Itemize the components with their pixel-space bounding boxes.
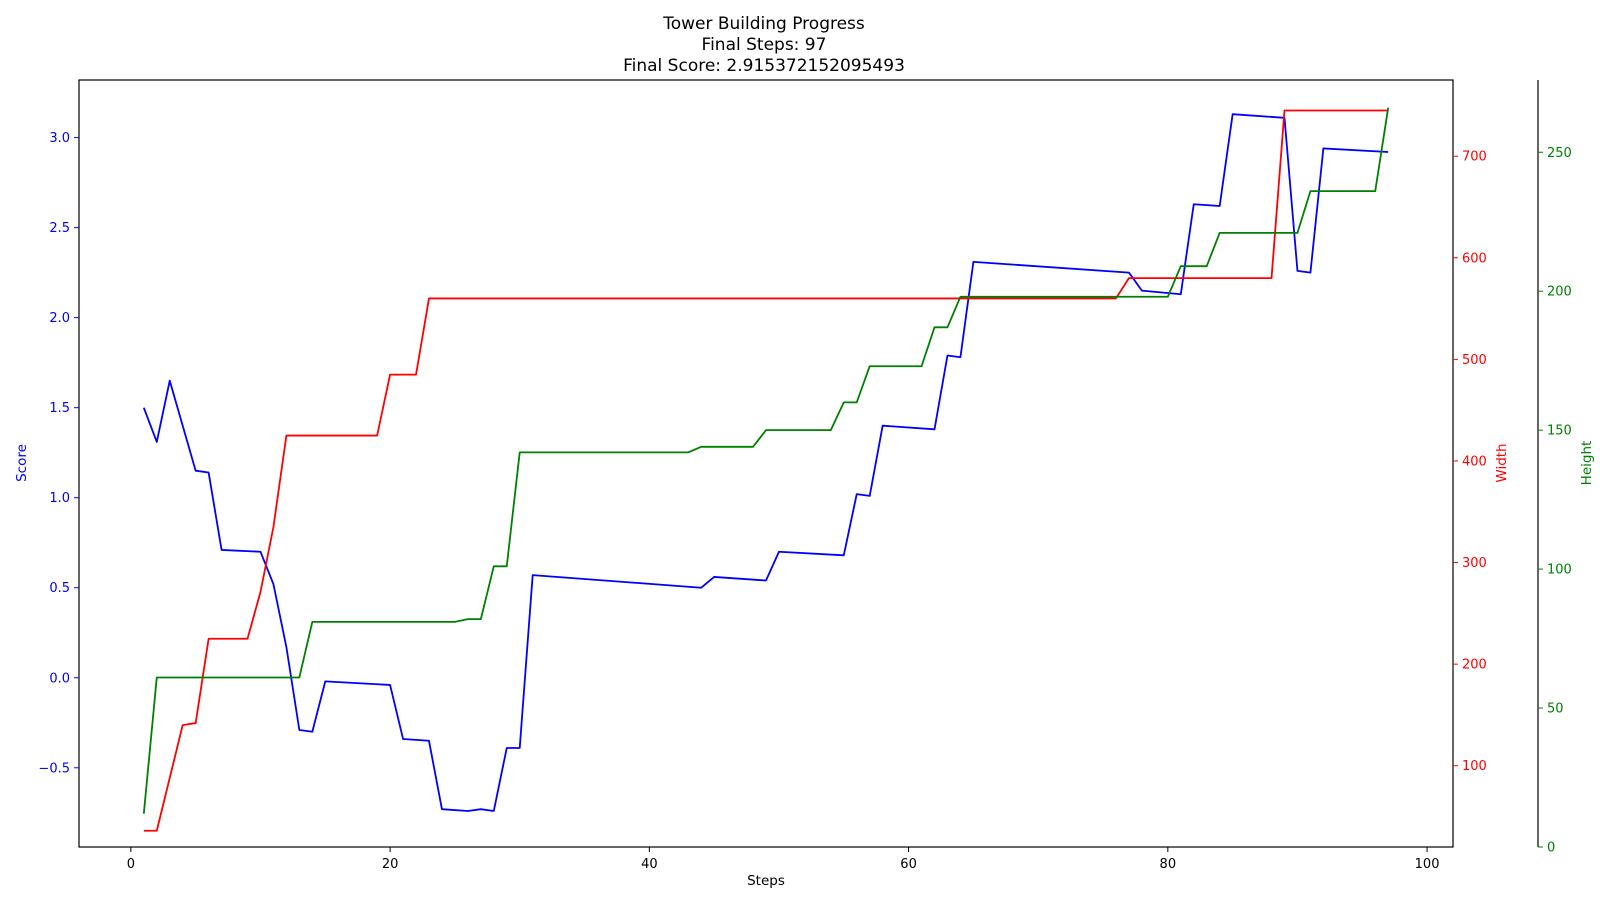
width-tick-label: 100 xyxy=(1462,759,1487,774)
width-tick-label: 400 xyxy=(1462,454,1487,469)
height-series-line xyxy=(142,107,1390,814)
width-tick-label: 200 xyxy=(1462,658,1487,673)
width-axis-label: Width xyxy=(1494,443,1510,482)
score-tick-label: 3.0 xyxy=(49,131,70,146)
score-tick-label: 1.5 xyxy=(49,401,70,416)
x-tick-label: 100 xyxy=(1415,857,1440,872)
width-tick-label: 500 xyxy=(1462,353,1487,368)
score-tick-label: 1.0 xyxy=(49,491,70,506)
title-line-2: Final Steps: 97 xyxy=(702,35,827,55)
series-lines xyxy=(142,107,1390,832)
score-tick-label: 2.0 xyxy=(49,311,70,326)
height-tick-label: 150 xyxy=(1547,424,1572,439)
score-tick-label: −0.5 xyxy=(38,761,70,776)
width-series-line xyxy=(143,109,1389,832)
plot-frame xyxy=(78,79,1454,848)
x-axis-label: Steps xyxy=(747,873,785,889)
height-tick-label: 200 xyxy=(1547,285,1572,300)
score-tick-label: 2.5 xyxy=(49,221,70,236)
score-series-line xyxy=(142,113,1389,812)
x-tick-label: 80 xyxy=(1160,857,1177,872)
width-tick-label: 300 xyxy=(1462,556,1487,571)
score-tick-label: 0.5 xyxy=(49,581,70,596)
width-tick-label: 600 xyxy=(1462,251,1487,266)
height-tick-label: 250 xyxy=(1547,146,1572,161)
width-tick-label: 700 xyxy=(1462,150,1487,165)
title-line-3: Final Score: 2.915372152095493 xyxy=(623,56,905,76)
height-tick-label: 0 xyxy=(1547,841,1555,856)
score-tick-label: 0.0 xyxy=(49,671,70,686)
height-tick-label: 50 xyxy=(1547,702,1564,717)
height-tick-label: 100 xyxy=(1547,563,1572,578)
x-tick-label: 40 xyxy=(641,857,658,872)
x-axis: 0 20 40 60 80 100 xyxy=(127,847,1440,872)
title-line-1: Tower Building Progress xyxy=(662,14,865,34)
chart-title: Tower Building Progress Final Steps: 97 … xyxy=(623,14,905,76)
x-tick-label: 0 xyxy=(127,857,135,872)
x-tick-label: 20 xyxy=(382,857,399,872)
x-tick-label: 60 xyxy=(900,857,917,872)
height-axis-label: Height xyxy=(1579,441,1595,486)
score-axis-label: Score xyxy=(14,444,30,482)
score-axis: −0.5 0.0 0.5 1.0 1.5 2.0 2.5 3.0 xyxy=(38,131,79,776)
width-axis: 100 200 300 400 500 600 700 xyxy=(1453,150,1487,774)
height-axis: 0 50 100 150 200 250 xyxy=(1537,80,1572,856)
